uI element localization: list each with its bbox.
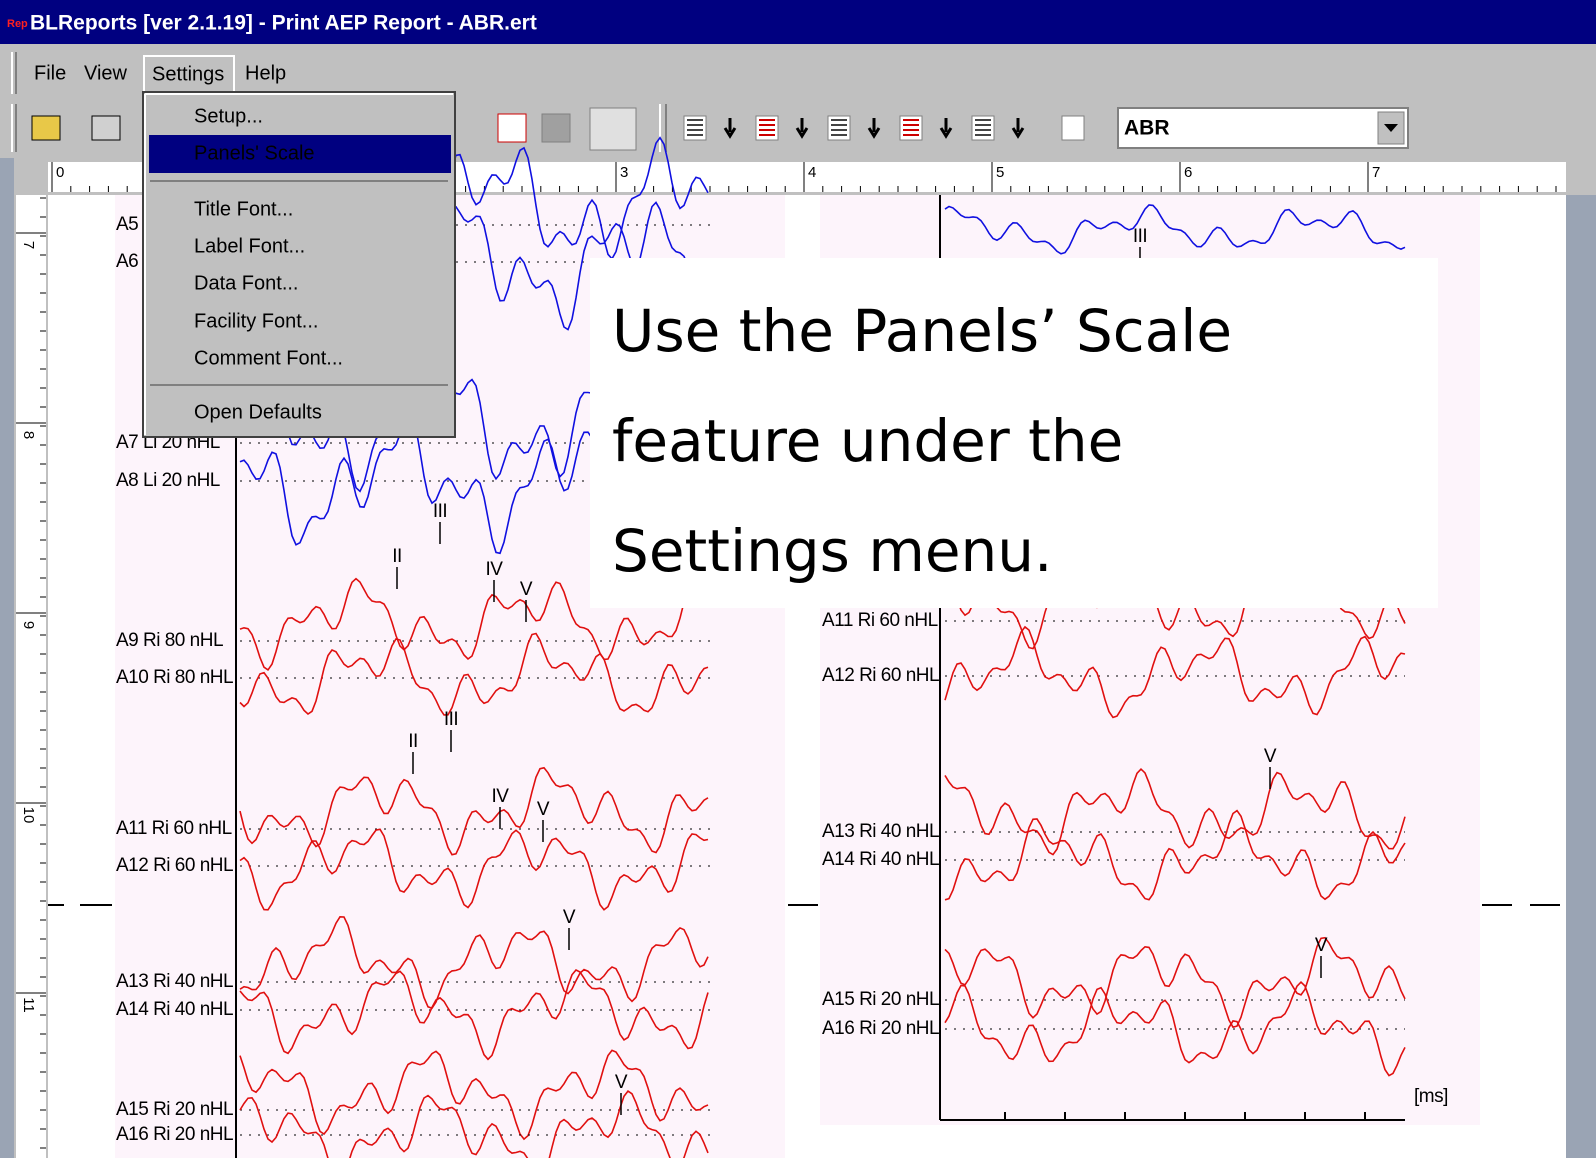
ruler-label: 3 bbox=[620, 164, 628, 181]
ruler-label: 5 bbox=[996, 164, 1004, 181]
menu-item[interactable]: Settings bbox=[152, 63, 224, 85]
waveform bbox=[239, 576, 709, 672]
dropdown-item[interactable]: Comment Font... bbox=[194, 347, 343, 369]
down-arrow bbox=[723, 118, 737, 139]
menu-item[interactable]: Help bbox=[245, 62, 286, 84]
ruler-label: 7 bbox=[20, 241, 37, 249]
down-arrow bbox=[867, 118, 881, 139]
waveform bbox=[944, 204, 1406, 255]
trace-label: A16 Ri 20 nHL bbox=[116, 1124, 233, 1145]
callout-line: Settings menu. bbox=[612, 517, 1052, 585]
ruler-label: 8 bbox=[20, 431, 37, 439]
peak-label: III bbox=[433, 501, 447, 522]
trace-label: A12 Ri 60 nHL bbox=[822, 665, 939, 686]
title-bar bbox=[0, 0, 1596, 44]
peak-label: III bbox=[444, 709, 458, 730]
x-unit: [ms] bbox=[1414, 1086, 1448, 1107]
waveform bbox=[239, 1049, 709, 1141]
menu-highlight bbox=[149, 135, 451, 173]
callout-box bbox=[590, 258, 1438, 608]
ruler-ticks: 0 3 4 5 6 7 7 8 9 10 11 bbox=[16, 162, 1557, 1149]
callout-line: Use the Panels’ Scale bbox=[612, 297, 1232, 365]
trace-label: A13 Ri 40 nHL bbox=[116, 971, 233, 992]
peak-label: II bbox=[392, 546, 402, 567]
dropdown-item[interactable]: Panels' Scale bbox=[194, 142, 315, 164]
waveform bbox=[944, 767, 1406, 856]
ruler-label: 4 bbox=[808, 164, 816, 181]
waveform bbox=[239, 915, 709, 1010]
ruler-label: 0 bbox=[56, 164, 64, 181]
trace-label: A11 Ri 60 nHL bbox=[822, 610, 938, 631]
waveform bbox=[944, 625, 1406, 719]
down-arrow bbox=[1011, 118, 1025, 139]
trace-label: A6 bbox=[116, 251, 138, 272]
dropdown-item[interactable]: Title Font... bbox=[194, 198, 293, 220]
menu-bar bbox=[0, 44, 1596, 100]
trace-label: A14 Ri 40 nHL bbox=[822, 849, 939, 870]
trace-label: A14 Ri 40 nHL bbox=[116, 999, 233, 1020]
tool-button[interactable] bbox=[497, 113, 527, 143]
peak-label: V bbox=[615, 1072, 628, 1093]
waveform bbox=[239, 969, 709, 1061]
trace-label: A10 Ri 80 nHL bbox=[116, 667, 233, 688]
peak-label: V bbox=[520, 579, 533, 600]
tool-button[interactable] bbox=[541, 113, 571, 143]
peak-label: III bbox=[1133, 226, 1147, 247]
list-button[interactable] bbox=[1061, 115, 1085, 141]
trace-label: A13 Ri 40 nHL bbox=[822, 821, 939, 842]
peak-label: V bbox=[1315, 935, 1328, 956]
trace-label: A15 Ri 20 nHL bbox=[822, 989, 939, 1010]
settings-dropdown: Setup... Panels' Scale Title Font... Label … bbox=[142, 91, 456, 438]
peak-label: V bbox=[537, 799, 550, 820]
trace-label: A9 Ri 80 nHL bbox=[116, 630, 223, 651]
waveform bbox=[944, 936, 1406, 1029]
window-title: BLReports [ver 2.1.19] - Print AEP Repor… bbox=[30, 12, 537, 35]
app-icon: Rep bbox=[7, 18, 28, 30]
toolbar-buttons bbox=[683, 115, 1085, 141]
open-button[interactable] bbox=[31, 115, 61, 141]
dropdown-item[interactable]: Facility Font... bbox=[194, 310, 318, 332]
ruler-label: 10 bbox=[20, 807, 37, 824]
peak-label: V bbox=[563, 907, 576, 928]
trace-label: A8 Li 20 nHL bbox=[116, 470, 220, 491]
down-arrow bbox=[939, 118, 953, 139]
app-icon-bg bbox=[6, 12, 28, 34]
ruler-label: 9 bbox=[20, 621, 37, 629]
dropdown-item[interactable]: Label Font... bbox=[194, 235, 305, 257]
peak-label: II bbox=[408, 731, 418, 752]
trace-label: A5 bbox=[116, 214, 138, 235]
menu-item[interactable]: View bbox=[84, 62, 128, 84]
dropdown-item[interactable]: Data Font... bbox=[194, 272, 299, 294]
waveform bbox=[239, 632, 709, 716]
waveform bbox=[239, 1090, 709, 1158]
trace-label: A12 Ri 60 nHL bbox=[116, 855, 233, 876]
ruler-label: 11 bbox=[20, 997, 37, 1013]
combo-arrow bbox=[1384, 124, 1398, 132]
report-combo[interactable] bbox=[1117, 107, 1409, 149]
menu-item[interactable]: File bbox=[34, 62, 66, 84]
ruler-label: 7 bbox=[1372, 164, 1380, 181]
waveform bbox=[944, 980, 1406, 1077]
waveform bbox=[944, 809, 1406, 901]
v-ruler-track bbox=[16, 195, 46, 1158]
ruler-label: 6 bbox=[1184, 164, 1192, 181]
peak-label: IV bbox=[486, 559, 504, 580]
trace-label: A16 Ri 20 nHL bbox=[822, 1018, 939, 1039]
down-arrow bbox=[795, 118, 809, 139]
trace-label: A15 Ri 20 nHL bbox=[116, 1099, 233, 1120]
callout-line: feature under the bbox=[612, 407, 1123, 475]
dropdown-item[interactable]: Open Defaults bbox=[194, 401, 322, 423]
peak-label: IV bbox=[492, 786, 510, 807]
dropdown-item[interactable]: Setup... bbox=[194, 105, 263, 127]
peak-label: V bbox=[1264, 746, 1277, 767]
trace-label: A11 Ri 60 nHL bbox=[116, 818, 232, 839]
waveform bbox=[239, 828, 709, 911]
combo-value: ABR bbox=[1124, 117, 1170, 140]
tool-button[interactable] bbox=[589, 107, 637, 151]
print-button[interactable] bbox=[91, 115, 121, 141]
